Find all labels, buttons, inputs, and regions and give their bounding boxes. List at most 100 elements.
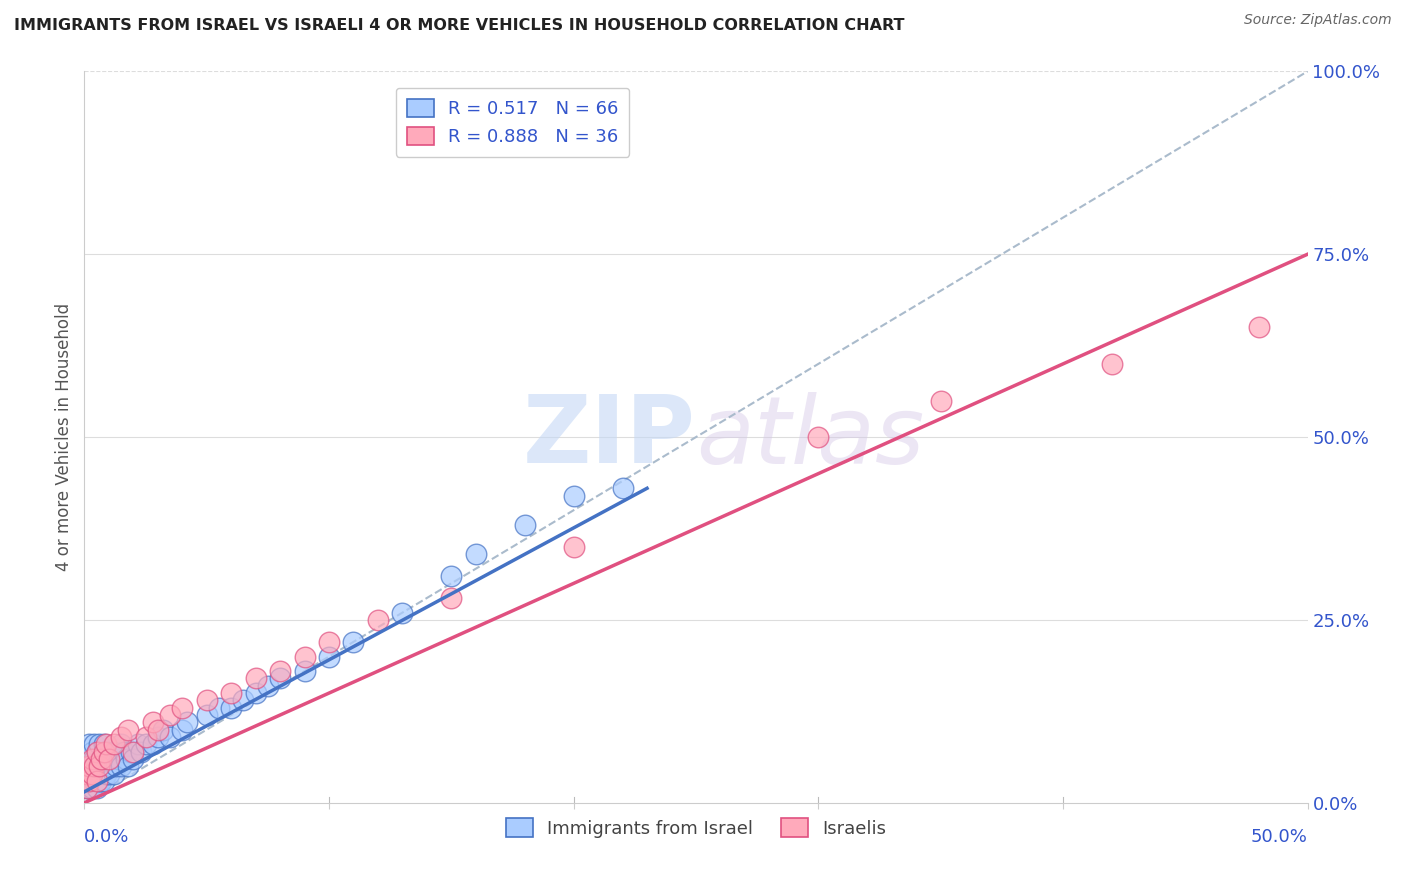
Point bbox=[86, 745, 108, 759]
Point bbox=[110, 737, 132, 751]
Point bbox=[612, 481, 634, 495]
Point bbox=[93, 745, 115, 759]
Point bbox=[77, 737, 100, 751]
Text: 0.0%: 0.0% bbox=[84, 829, 129, 847]
Point bbox=[146, 730, 169, 744]
Point bbox=[86, 745, 108, 759]
Point bbox=[115, 752, 138, 766]
Point bbox=[513, 517, 536, 532]
Point bbox=[76, 781, 98, 796]
Point bbox=[294, 649, 316, 664]
Point bbox=[117, 759, 139, 773]
Y-axis label: 4 or more Vehicles in Household: 4 or more Vehicles in Household bbox=[55, 303, 73, 571]
Point bbox=[208, 700, 231, 714]
Point bbox=[929, 393, 952, 408]
Point bbox=[440, 591, 463, 605]
Point bbox=[159, 730, 181, 744]
Point bbox=[120, 745, 142, 759]
Point bbox=[77, 766, 100, 780]
Point bbox=[110, 730, 132, 744]
Point bbox=[152, 723, 174, 737]
Text: 50.0%: 50.0% bbox=[1251, 829, 1308, 847]
Point bbox=[77, 781, 100, 796]
Text: atlas: atlas bbox=[696, 392, 924, 483]
Point bbox=[77, 773, 100, 788]
Point bbox=[232, 693, 254, 707]
Point bbox=[77, 759, 100, 773]
Point bbox=[80, 759, 103, 773]
Point bbox=[807, 430, 830, 444]
Point bbox=[318, 649, 340, 664]
Point bbox=[342, 635, 364, 649]
Point bbox=[76, 759, 98, 773]
Point bbox=[367, 613, 389, 627]
Point bbox=[87, 773, 110, 788]
Point bbox=[159, 708, 181, 723]
Point bbox=[176, 715, 198, 730]
Point bbox=[122, 745, 145, 759]
Point bbox=[90, 773, 112, 788]
Point bbox=[87, 737, 110, 751]
Point bbox=[76, 766, 98, 780]
Point bbox=[269, 672, 291, 686]
Point bbox=[93, 759, 115, 773]
Point bbox=[107, 752, 129, 766]
Point bbox=[112, 745, 135, 759]
Point bbox=[1247, 320, 1270, 334]
Point bbox=[93, 737, 115, 751]
Point bbox=[96, 766, 118, 780]
Point bbox=[103, 766, 125, 780]
Point bbox=[83, 773, 105, 788]
Point bbox=[391, 606, 413, 620]
Point bbox=[87, 759, 110, 773]
Point bbox=[97, 752, 120, 766]
Point bbox=[440, 569, 463, 583]
Point bbox=[77, 752, 100, 766]
Point bbox=[142, 715, 165, 730]
Text: IMMIGRANTS FROM ISRAEL VS ISRAELI 4 OR MORE VEHICLES IN HOUSEHOLD CORRELATION CH: IMMIGRANTS FROM ISRAEL VS ISRAELI 4 OR M… bbox=[14, 18, 904, 33]
Point bbox=[97, 766, 120, 780]
Point bbox=[135, 730, 157, 744]
Point bbox=[80, 766, 103, 780]
Point bbox=[97, 752, 120, 766]
Point bbox=[135, 737, 157, 751]
Point bbox=[87, 759, 110, 773]
Point bbox=[80, 745, 103, 759]
Point bbox=[195, 693, 218, 707]
Point bbox=[294, 664, 316, 678]
Point bbox=[318, 635, 340, 649]
Point bbox=[257, 679, 280, 693]
Point bbox=[83, 759, 105, 773]
Point bbox=[464, 547, 486, 561]
Point bbox=[245, 686, 267, 700]
Point bbox=[127, 737, 149, 751]
Point bbox=[93, 773, 115, 788]
Legend: Immigrants from Israel, Israelis: Immigrants from Israel, Israelis bbox=[499, 811, 893, 845]
Point bbox=[83, 752, 105, 766]
Point bbox=[100, 759, 122, 773]
Point bbox=[172, 700, 194, 714]
Point bbox=[129, 745, 152, 759]
Point bbox=[86, 773, 108, 788]
Point bbox=[86, 781, 108, 796]
Point bbox=[269, 664, 291, 678]
Text: ZIP: ZIP bbox=[523, 391, 696, 483]
Point bbox=[195, 708, 218, 723]
Point bbox=[90, 752, 112, 766]
Point bbox=[96, 737, 118, 751]
Point bbox=[117, 723, 139, 737]
Point bbox=[1101, 357, 1123, 371]
Point bbox=[142, 737, 165, 751]
Point bbox=[80, 752, 103, 766]
Point bbox=[105, 759, 128, 773]
Point bbox=[86, 766, 108, 780]
Point bbox=[172, 723, 194, 737]
Point bbox=[83, 737, 105, 751]
Point bbox=[90, 752, 112, 766]
Point bbox=[219, 686, 242, 700]
Point bbox=[80, 781, 103, 796]
Point bbox=[110, 759, 132, 773]
Point bbox=[562, 540, 585, 554]
Point bbox=[76, 781, 98, 796]
Point bbox=[96, 745, 118, 759]
